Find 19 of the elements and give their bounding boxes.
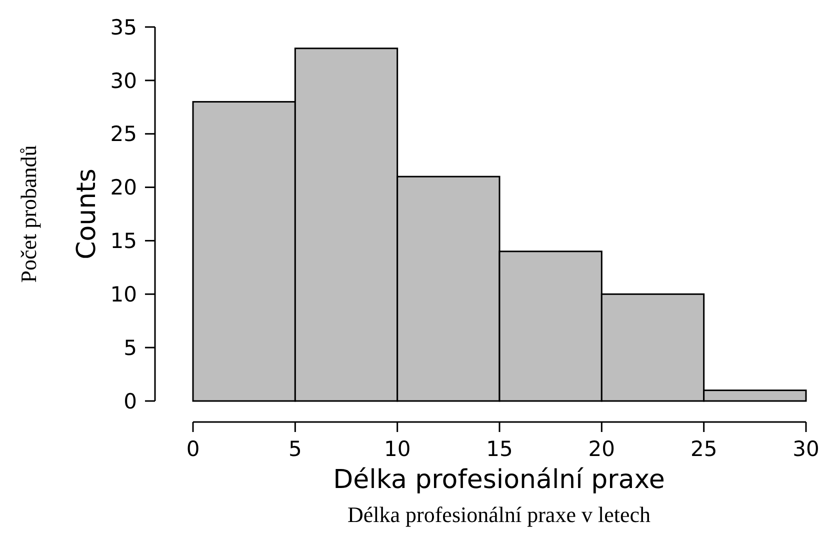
text: Počet probandů [16,145,41,283]
x-tick-label: 30 [792,437,820,461]
y-tick-label: 25 [110,122,137,146]
x-tick-label: 0 [186,437,200,461]
y-axis-title: Counts [72,168,102,260]
x-tick-label: 25 [690,437,718,461]
y-tick-label: 10 [110,282,137,306]
x-tick-label: 10 [384,437,411,461]
y-tick-label: 20 [110,176,137,200]
y-tick-label: 15 [110,229,137,254]
x-tick-label: 15 [486,437,513,461]
y-tick-label: 5 [124,336,137,360]
y-tick-label: 30 [110,68,137,93]
x-tick-label: 20 [588,437,616,461]
x-axis-title: Délka profesionální praxe [333,465,665,495]
y-tick-label: 0 [124,389,137,414]
text: Délka profesionální praxe v letech [348,502,650,527]
y-tick-label: 35 [110,15,137,40]
x-tick-label: 5 [288,437,302,461]
